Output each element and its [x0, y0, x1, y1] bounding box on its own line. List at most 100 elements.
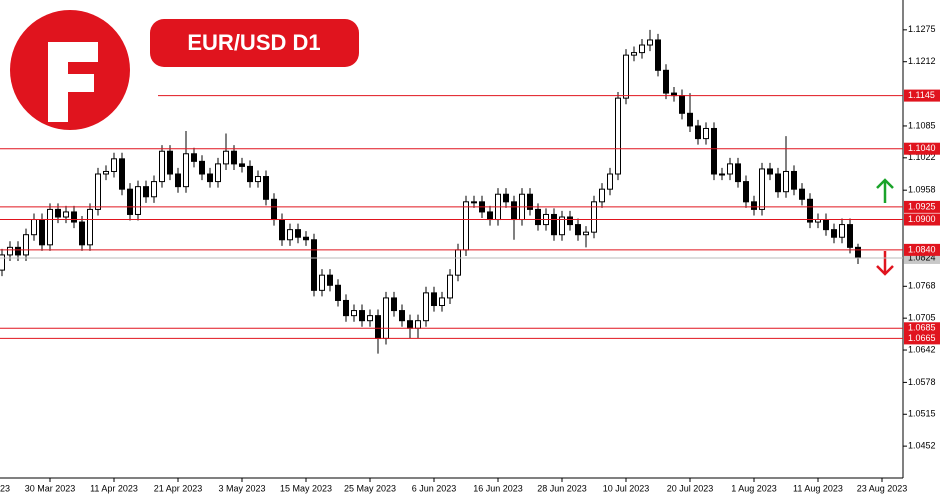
candle-body: [311, 239, 317, 291]
candle-body: [423, 292, 429, 322]
candle-body: [127, 188, 133, 215]
x-tick-label: 23: [0, 483, 10, 493]
candle-body: [271, 198, 277, 221]
candle-body: [607, 173, 613, 190]
candle-body: [527, 193, 533, 210]
candle-body: [503, 193, 509, 203]
candle-body: [831, 229, 837, 238]
candle-body: [47, 208, 53, 246]
candle-body: [391, 297, 397, 312]
candle-body: [775, 173, 781, 193]
candle-body: [639, 44, 645, 54]
candle-body: [623, 54, 629, 99]
candle-body: [111, 158, 117, 172]
x-tick-label: 10 Jul 2023: [603, 483, 650, 493]
candle-body: [783, 170, 789, 193]
candle-body: [135, 186, 141, 215]
candle-body: [767, 168, 773, 175]
candle-body: [591, 201, 597, 233]
candle-body: [279, 219, 285, 241]
x-tick-label: 15 May 2023: [280, 483, 332, 493]
y-tick-label: 1.0705: [908, 313, 936, 323]
candle-body: [663, 69, 669, 94]
y-tick-label: 1.0768: [908, 281, 936, 291]
candle-body: [807, 198, 813, 223]
level-label: 1.0840: [908, 244, 936, 254]
y-tick-label: 1.0642: [908, 344, 936, 354]
candle-body: [255, 176, 261, 183]
x-tick-label: 20 Jul 2023: [667, 483, 714, 493]
level-box: [904, 142, 940, 155]
candle-body: [0, 254, 5, 271]
level-box: [904, 322, 940, 335]
candle-body: [455, 249, 461, 276]
candle-body: [471, 201, 477, 204]
candle-body: [407, 320, 413, 329]
candle-body: [199, 160, 205, 175]
x-tick-label: 6 Jun 2023: [412, 483, 457, 493]
y-tick-label: 1.1022: [908, 152, 936, 162]
candle-body: [15, 246, 21, 256]
candle-body: [183, 153, 189, 188]
y-tick-label: 1.0958: [908, 185, 936, 195]
y-tick-label: 1.0452: [908, 441, 936, 451]
candle-body: [263, 176, 269, 200]
x-tick-label: 1 Aug 2023: [731, 483, 777, 493]
candle-body: [143, 186, 149, 198]
candle-body: [567, 216, 573, 226]
candle-body: [551, 213, 557, 236]
y-tick-label: 1.1275: [908, 24, 936, 34]
level-box: [904, 200, 940, 213]
candle-body: [487, 211, 493, 221]
candle-body: [751, 201, 757, 210]
level-box: [904, 243, 940, 256]
candle-body: [223, 150, 229, 165]
x-tick-label: 16 Jun 2023: [473, 483, 523, 493]
y-tick-label: 1.0515: [908, 409, 936, 419]
x-tick-label: 23 Aug 2023: [857, 483, 908, 493]
candle-body: [703, 127, 709, 140]
candle-body: [319, 274, 325, 291]
candle-body: [375, 315, 381, 339]
level-label: 1.1145: [908, 90, 935, 100]
candle-body: [215, 163, 221, 183]
logo-mark: [48, 42, 98, 122]
level-box: [904, 332, 940, 345]
y-tick-label: 1.1212: [908, 56, 936, 66]
candle-body: [439, 297, 445, 307]
candle-body: [839, 224, 845, 238]
candle-body: [343, 299, 349, 317]
candle-body: [55, 208, 61, 218]
candle-body: [351, 310, 357, 317]
candle-body: [599, 188, 605, 203]
candle-body: [151, 181, 157, 198]
x-tick-label: 28 Jun 2023: [537, 483, 587, 493]
level-label: 1.0925: [908, 201, 936, 211]
candle-body: [647, 39, 653, 46]
up-arrow: [876, 178, 894, 203]
candle-body: [687, 112, 693, 127]
candle-body: [615, 97, 621, 175]
candle-body: [175, 173, 181, 188]
x-tick-label: 11 Aug 2023: [793, 483, 843, 493]
candle-body: [743, 181, 749, 203]
candle-body: [735, 163, 741, 183]
candle-body: [847, 224, 853, 248]
candle-body: [303, 236, 309, 241]
level-box: [904, 89, 940, 102]
candle-body: [655, 39, 661, 71]
candle-body: [7, 246, 13, 256]
candle-body: [383, 297, 389, 339]
candle-body: [575, 224, 581, 236]
x-tick-label: 3 May 2023: [218, 483, 265, 493]
y-tick-label: 1.1085: [908, 120, 936, 130]
level-label: 1.1040: [908, 143, 936, 153]
candle-body: [759, 168, 765, 210]
level-label: 1.0900: [908, 214, 936, 224]
down-arrow: [876, 251, 894, 276]
candle-body: [119, 158, 125, 190]
candle-body: [159, 150, 165, 183]
x-tick-label: 30 Mar 2023: [25, 483, 76, 493]
